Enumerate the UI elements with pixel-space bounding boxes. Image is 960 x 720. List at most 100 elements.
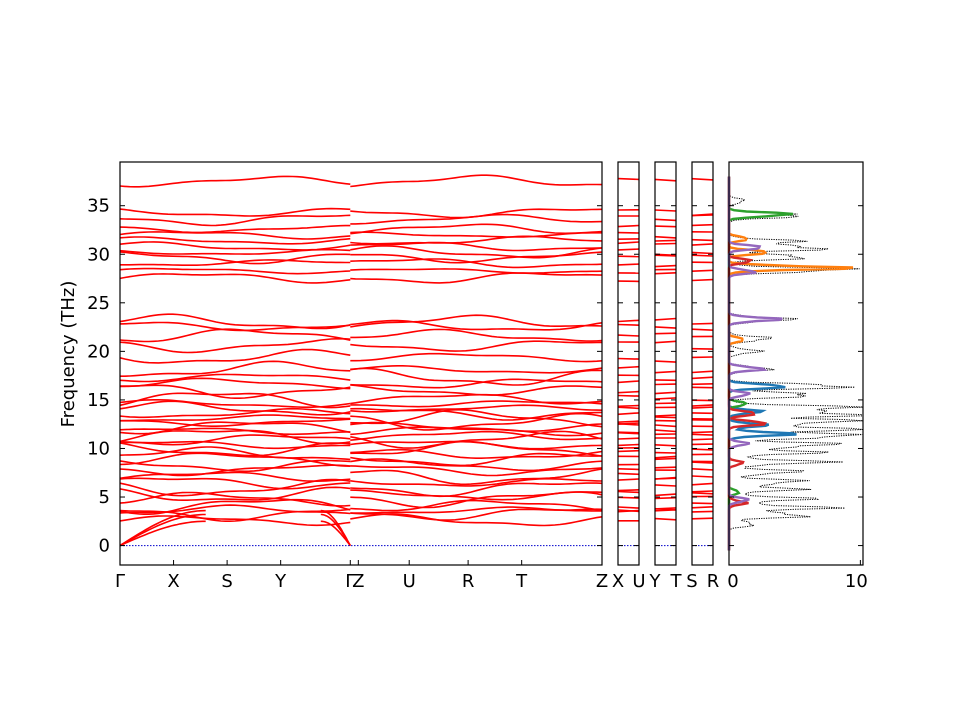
band-line-38-seg-0 [119,267,351,275]
y-axis-label: Frequency (THz) [58,281,79,428]
band-line-18-seg-1 [350,430,603,449]
band-line-8-seg-0 [119,486,351,501]
band-line-29-seg-1 [350,378,603,389]
band-line-48-seg-1 [350,174,603,188]
panel-2-band-7 [654,493,677,497]
panel-1-band-18 [617,437,640,440]
panel-3-band-30 [691,376,714,380]
panel-3-band-10 [691,482,714,486]
band-line-40-seg-0 [119,251,351,265]
panel-2-band-17 [654,444,677,447]
panel-2-band-3 [654,517,677,521]
panel-1-band-34 [617,334,640,337]
ytick-label-25: 25 [87,293,110,314]
panel-3-band-3 [691,517,714,520]
band-line-11-seg-1 [350,468,603,486]
xtick-label-panel3-1: R [707,571,720,592]
band-line-41-seg-1 [350,245,603,259]
panel-1-band-6 [617,506,640,509]
band-line-33-seg-0 [119,337,351,354]
band-line-15-seg-0 [119,446,351,461]
band-line-47-seg-0 [119,207,351,217]
band-line-8-seg-1 [350,489,603,501]
band-line-43-seg-0 [119,236,351,245]
panel-2-band-23 [654,414,677,417]
band-line-44-seg-0 [119,231,351,240]
panel-2-band-28 [654,391,677,395]
panel-1-band-28 [617,390,640,394]
band-line-46-seg-0 [119,214,351,227]
acoustic-band-1-0 [320,520,351,547]
band-line-38-seg-1 [350,268,603,274]
panel-1-band-11 [617,472,640,476]
panel-1-band-45 [617,224,640,228]
band-line-28-seg-0 [120,384,351,399]
panel-3-band-6 [691,502,714,505]
panel-3-band-13 [691,461,714,464]
band-line-45-seg-0 [119,224,351,234]
band-line-10-seg-1 [350,478,603,487]
panel-1-band-23 [617,420,640,423]
band-line-47-seg-1 [350,208,603,219]
panel-1-band-15 [617,449,640,453]
band-line-23-seg-1 [350,409,603,428]
band-line-3-seg-0 [119,515,351,527]
band-line-36-seg-0 [119,313,351,330]
ytick-label-10: 10 [87,438,110,459]
panel-3-band-42 [691,243,714,246]
panel-1-band-9 [617,489,640,492]
dos-xtick-label-0: 0 [727,571,738,592]
band-line-20-seg-0 [119,427,351,436]
xtick-label-panel0-6: U [403,571,416,592]
panel-frame-0 [119,161,603,566]
ytick-label-30: 30 [87,244,110,265]
band-line-12-seg-1 [350,465,603,477]
panel-1-band-5 [617,509,640,513]
band-line-17-seg-0 [120,440,351,450]
panel-2-band-44 [654,235,677,239]
ytick-label-0: 0 [99,536,110,557]
acoustic-band-0-0 [119,520,206,547]
band-line-42-seg-0 [119,241,351,251]
panel-1-band-24 [617,412,640,416]
panel-2-band-14 [654,457,677,461]
panel-1-band-42 [617,241,640,245]
band-line-22-seg-0 [120,418,351,427]
xtick-label-panel0-7: R [462,571,475,592]
panel-1-band-48 [617,177,640,181]
panel-1-band-10 [617,478,640,481]
panel-3-band-29 [691,383,714,386]
band-line-44-seg-1 [350,231,602,238]
acoustic-band-0-2 [119,509,206,547]
panel-3-band-47 [691,214,714,217]
panel-1-band-26 [617,404,640,408]
band-line-35-seg-0 [119,321,351,332]
xtick-label-panel3-0: S [686,571,697,592]
panel-2-band-36 [654,317,677,321]
panel-2-band-20 [654,429,677,433]
panel-3-band-43 [691,238,714,242]
band-line-5-seg-0 [119,504,351,515]
panel-3-band-41 [691,251,714,255]
band-line-39-seg-1 [350,258,603,269]
band-line-5-seg-1 [350,506,603,514]
xtick-label-panel0-8: T [515,571,528,592]
panel-2-band-11 [654,476,677,480]
band-line-34-seg-0 [119,328,351,343]
band-line-42-seg-1 [350,241,603,252]
panel-3-band-25 [691,406,714,409]
panel-2-band-37 [654,272,677,275]
xtick-label-panel0-9: Z [596,571,608,592]
band-line-35-seg-1 [350,319,603,331]
panel-2-band-32 [654,360,677,363]
ytick-label-35: 35 [87,196,110,217]
panel-1-band-35 [617,323,640,326]
band-line-17-seg-1 [350,440,603,450]
xtick-label-panel0-2: S [221,571,232,592]
panel-3-band-12 [691,468,714,471]
panel-3-band-11 [691,475,714,478]
panel-2-band-43 [654,239,677,242]
band-line-9-seg-1 [350,482,603,498]
